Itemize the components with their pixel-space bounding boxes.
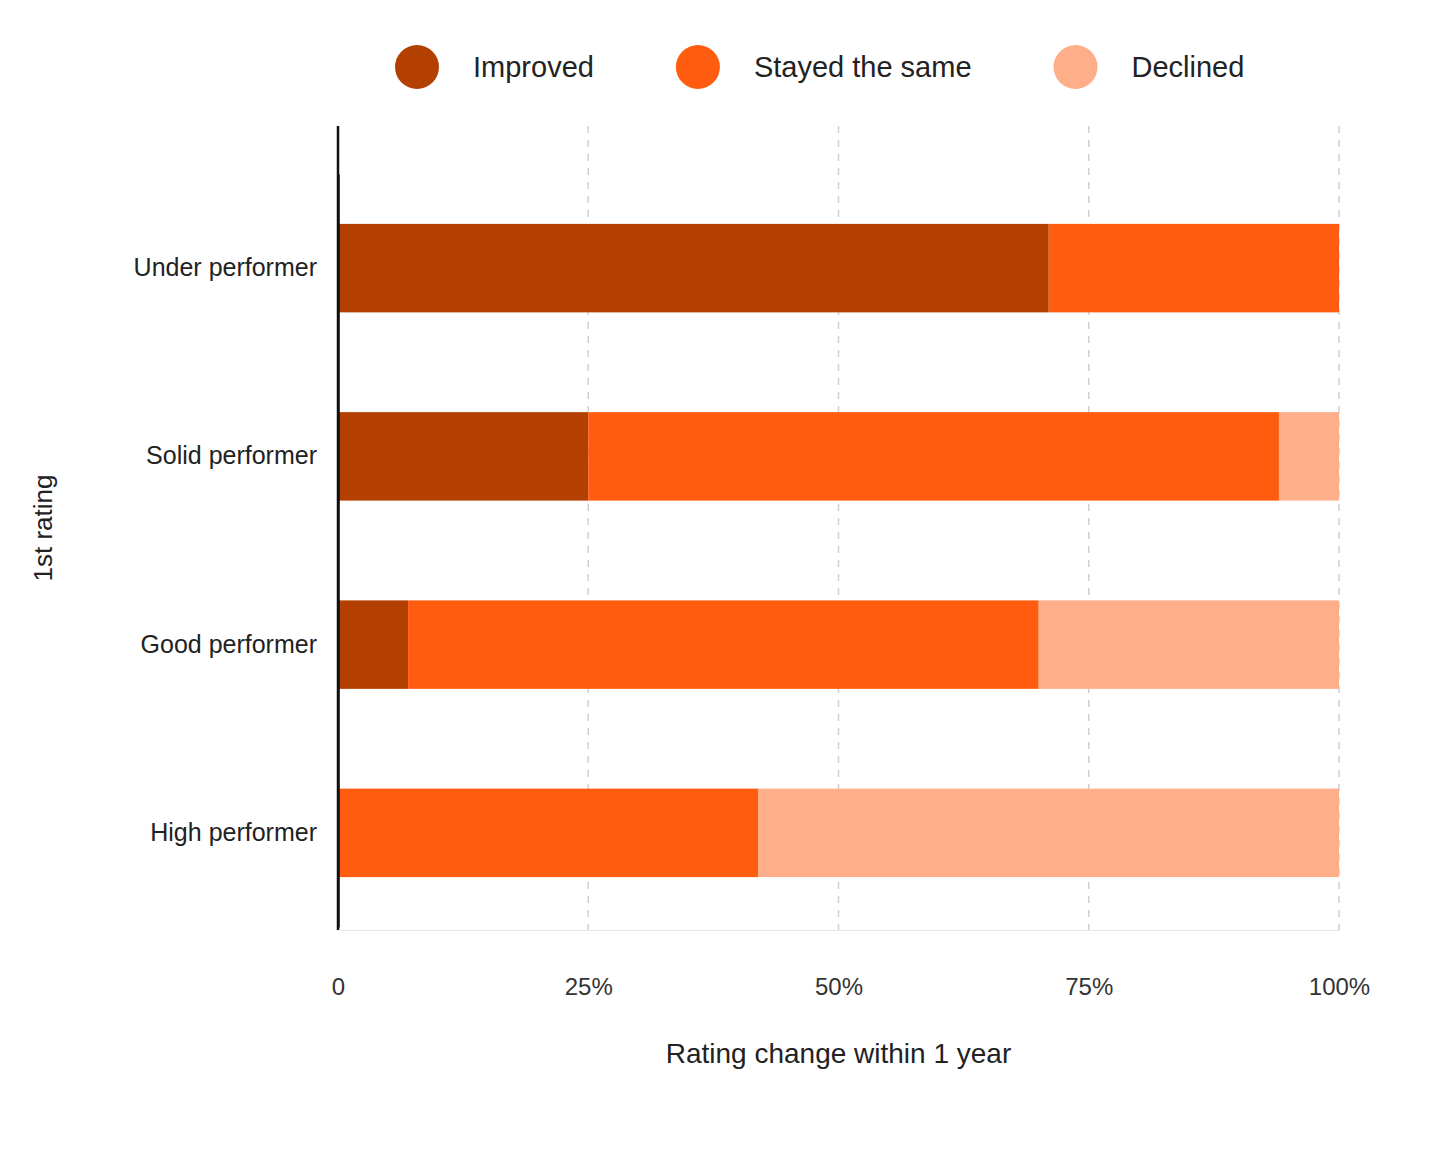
y-tick-label: Good performer (141, 630, 317, 658)
x-tick: 75% (1065, 930, 1113, 1000)
y-tick: Solid performer (146, 441, 338, 469)
bar-segment (338, 224, 1049, 312)
x-tick-label: 100% (1309, 973, 1370, 1000)
x-tick-label: 25% (565, 973, 613, 1000)
legend-item: Declined (1054, 45, 1245, 89)
legend-swatch (1054, 45, 1098, 89)
x-tick: 50% (815, 930, 863, 1000)
bar-segment (1279, 412, 1339, 500)
legend-label: Improved (473, 51, 594, 83)
x-axis-line (339, 930, 1340, 931)
y-axis: Under performer Solid performer Good perfo… (134, 175, 339, 928)
bars (338, 224, 1339, 877)
legend: Improved Stayed the same Declined (395, 45, 1244, 89)
y-tick-label: Solid performer (146, 441, 317, 469)
x-tick-label: 75% (1065, 973, 1113, 1000)
series (758, 412, 1339, 877)
x-axis: 0 25% 50% 75% 100% (332, 930, 1370, 1000)
x-tick-label: 50% (815, 973, 863, 1000)
chart: 0 25% 50% 75% 100% Under performer Solid perfo… (0, 0, 1440, 1156)
legend-swatch (395, 45, 439, 89)
y-tick-label: Under performer (134, 253, 317, 281)
y-tick: High performer (150, 818, 338, 846)
bar-segment (1049, 224, 1339, 312)
y-axis-title: 1st rating (28, 475, 58, 582)
y-tick: Good performer (141, 630, 338, 658)
bar-segment (338, 789, 758, 877)
bar-segment (1339, 224, 1340, 312)
bar-segment (588, 412, 1279, 500)
bar-segment (758, 789, 1339, 877)
grid (338, 126, 1339, 930)
bar-segment (408, 600, 1039, 688)
x-tick: 0 (332, 930, 345, 1000)
y-tick: Under performer (134, 253, 338, 281)
bar-segment (338, 600, 408, 688)
bar-segment (338, 412, 588, 500)
bar-segment (1039, 600, 1339, 688)
x-tick: 25% (565, 930, 613, 1000)
legend-item: Improved (395, 45, 594, 89)
y-tick-label: High performer (150, 818, 317, 846)
series (338, 224, 1339, 877)
legend-label: Stayed the same (754, 51, 972, 83)
x-tick-label: 0 (332, 973, 345, 1000)
legend-label: Declined (1132, 51, 1245, 83)
grid-line (337, 126, 339, 930)
legend-swatch (676, 45, 720, 89)
legend-item: Stayed the same (676, 45, 972, 89)
x-tick: 100% (1309, 930, 1370, 1000)
y-axis-frame (337, 126, 340, 930)
x-axis-title: Rating change within 1 year (666, 1038, 1012, 1069)
